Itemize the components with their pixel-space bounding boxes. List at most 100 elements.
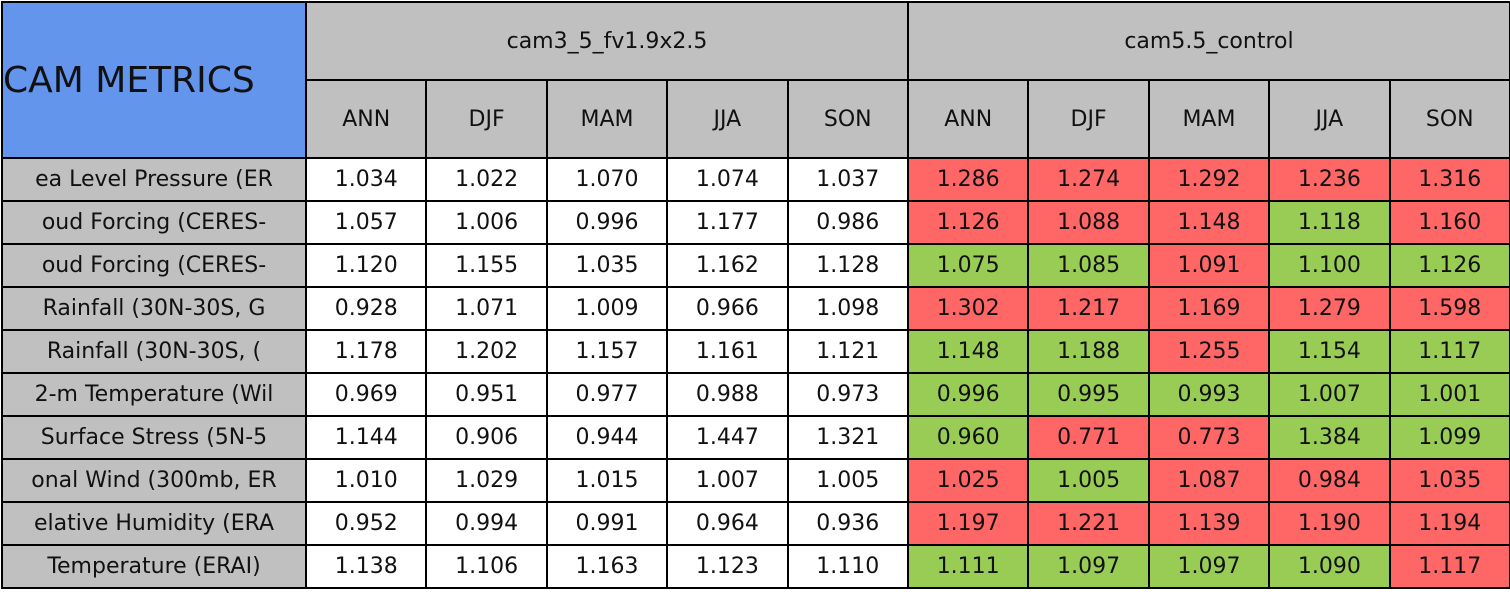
value-cell: 1.097 [1027,544,1150,589]
metrics-table: CAM METRICS cam3_5_fv1.9x2.5 cam5.5_cont… [1,1,1510,589]
value-cell: 1.099 [1388,415,1510,460]
value-cell: 0.928 [304,286,428,331]
data-row: ea Level Pressure (ER 1.034 1.022 1.070 1.07… [1,157,1510,202]
value-cell: 1.035 [545,243,669,288]
value-cell: 1.221 [1027,501,1150,546]
value-cell: 1.110 [786,544,909,589]
row-label: Surface Stress (5N-5 [1,415,307,460]
season-header: SON [786,79,909,159]
group-header: cam5.5_control [906,1,1510,81]
value-cell: 1.034 [304,157,428,202]
value-cell: 1.025 [906,458,1030,503]
season-header: ANN [304,79,428,159]
value-cell: 0.991 [545,501,669,546]
value-cell: 0.966 [666,286,789,331]
value-cell: 1.162 [666,243,789,288]
value-cell: 1.292 [1147,157,1271,202]
value-cell: 1.598 [1388,286,1510,331]
season-header: DJF [1027,79,1150,159]
value-cell: 1.126 [906,200,1030,245]
value-cell: 1.177 [666,200,789,245]
value-cell: 1.118 [1268,200,1391,245]
value-cell: 1.057 [304,200,428,245]
value-cell: 1.087 [1147,458,1271,503]
value-cell: 0.977 [545,372,669,417]
value-cell: 1.022 [425,157,548,202]
row-label: Temperature (ERAI) [1,544,307,589]
value-cell: 0.906 [425,415,548,460]
value-cell: 1.139 [1147,501,1271,546]
data-row: onal Wind (300mb, ER 1.010 1.029 1.015 1.007… [1,458,1510,503]
group-header: cam3_5_fv1.9x2.5 [305,1,909,81]
value-cell: 1.160 [1388,200,1510,245]
value-cell: 1.037 [786,157,909,202]
value-cell: 0.969 [304,372,428,417]
value-cell: 0.951 [425,372,548,417]
value-cell: 1.161 [666,329,789,374]
value-cell: 1.321 [786,415,909,460]
value-cell: 1.128 [786,243,909,288]
value-cell: 1.035 [1388,458,1510,503]
row-label: oud Forcing (CERES- [1,243,307,288]
value-cell: 0.973 [786,372,909,417]
season-header: JJA [1268,79,1391,159]
value-cell: 1.117 [1388,544,1510,589]
row-label: Rainfall (30N-30S, ( [1,329,307,374]
value-cell: 0.996 [906,372,1030,417]
value-cell: 0.964 [666,501,789,546]
row-label: onal Wind (300mb, ER [1,458,307,503]
data-row: Surface Stress (5N-5 1.144 0.906 0.944 1.447… [1,415,1510,460]
value-cell: 1.009 [545,286,669,331]
value-cell: 0.944 [545,415,669,460]
value-cell: 1.126 [1388,243,1510,288]
table-title: CAM METRICS [1,1,307,159]
value-cell: 1.006 [425,200,548,245]
value-cell: 1.090 [1268,544,1391,589]
value-cell: 1.148 [1147,200,1271,245]
value-cell: 1.255 [1147,329,1271,374]
value-cell: 1.088 [1027,200,1150,245]
season-header: SON [1388,79,1510,159]
value-cell: 1.194 [1388,501,1510,546]
value-cell: 1.178 [304,329,428,374]
value-cell: 1.169 [1147,286,1271,331]
value-cell: 1.123 [666,544,789,589]
data-row: elative Humidity (ERA 0.952 0.994 0.991 0.96… [1,501,1510,546]
value-cell: 1.138 [304,544,428,589]
value-cell: 1.163 [545,544,669,589]
row-label: elative Humidity (ERA [1,501,307,546]
season-header: MAM [545,79,669,159]
season-header: MAM [1147,79,1271,159]
value-cell: 1.188 [1027,329,1150,374]
value-cell: 1.071 [425,286,548,331]
data-row: 2-m Temperature (Wil 0.969 0.951 0.977 0.988… [1,372,1510,417]
value-cell: 0.771 [1027,415,1150,460]
value-cell: 1.005 [1027,458,1150,503]
value-cell: 1.070 [545,157,669,202]
value-cell: 0.960 [906,415,1030,460]
value-cell: 0.984 [1268,458,1391,503]
value-cell: 1.100 [1268,243,1391,288]
value-cell: 0.995 [1027,372,1150,417]
value-cell: 1.197 [906,501,1030,546]
row-label: ea Level Pressure (ER [1,157,307,202]
value-cell: 1.202 [425,329,548,374]
value-cell: 1.157 [545,329,669,374]
header-row: CAM METRICS cam3_5_fv1.9x2.5 cam5.5_cont… [1,1,1510,159]
value-cell: 1.236 [1268,157,1391,202]
value-cell: 0.952 [304,501,428,546]
value-cell: 1.117 [1388,329,1510,374]
value-cell: 1.279 [1268,286,1391,331]
value-cell: 1.010 [304,458,428,503]
data-row: oud Forcing (CERES- 1.057 1.006 0.996 1.177 0… [1,200,1510,245]
value-cell: 0.994 [425,501,548,546]
value-cell: 0.936 [786,501,909,546]
value-cell: 1.302 [906,286,1030,331]
value-cell: 1.154 [1268,329,1391,374]
value-cell: 1.111 [906,544,1030,589]
value-cell: 1.015 [545,458,669,503]
value-cell: 1.274 [1027,157,1150,202]
value-cell: 1.148 [906,329,1030,374]
row-label: 2-m Temperature (Wil [1,372,307,417]
